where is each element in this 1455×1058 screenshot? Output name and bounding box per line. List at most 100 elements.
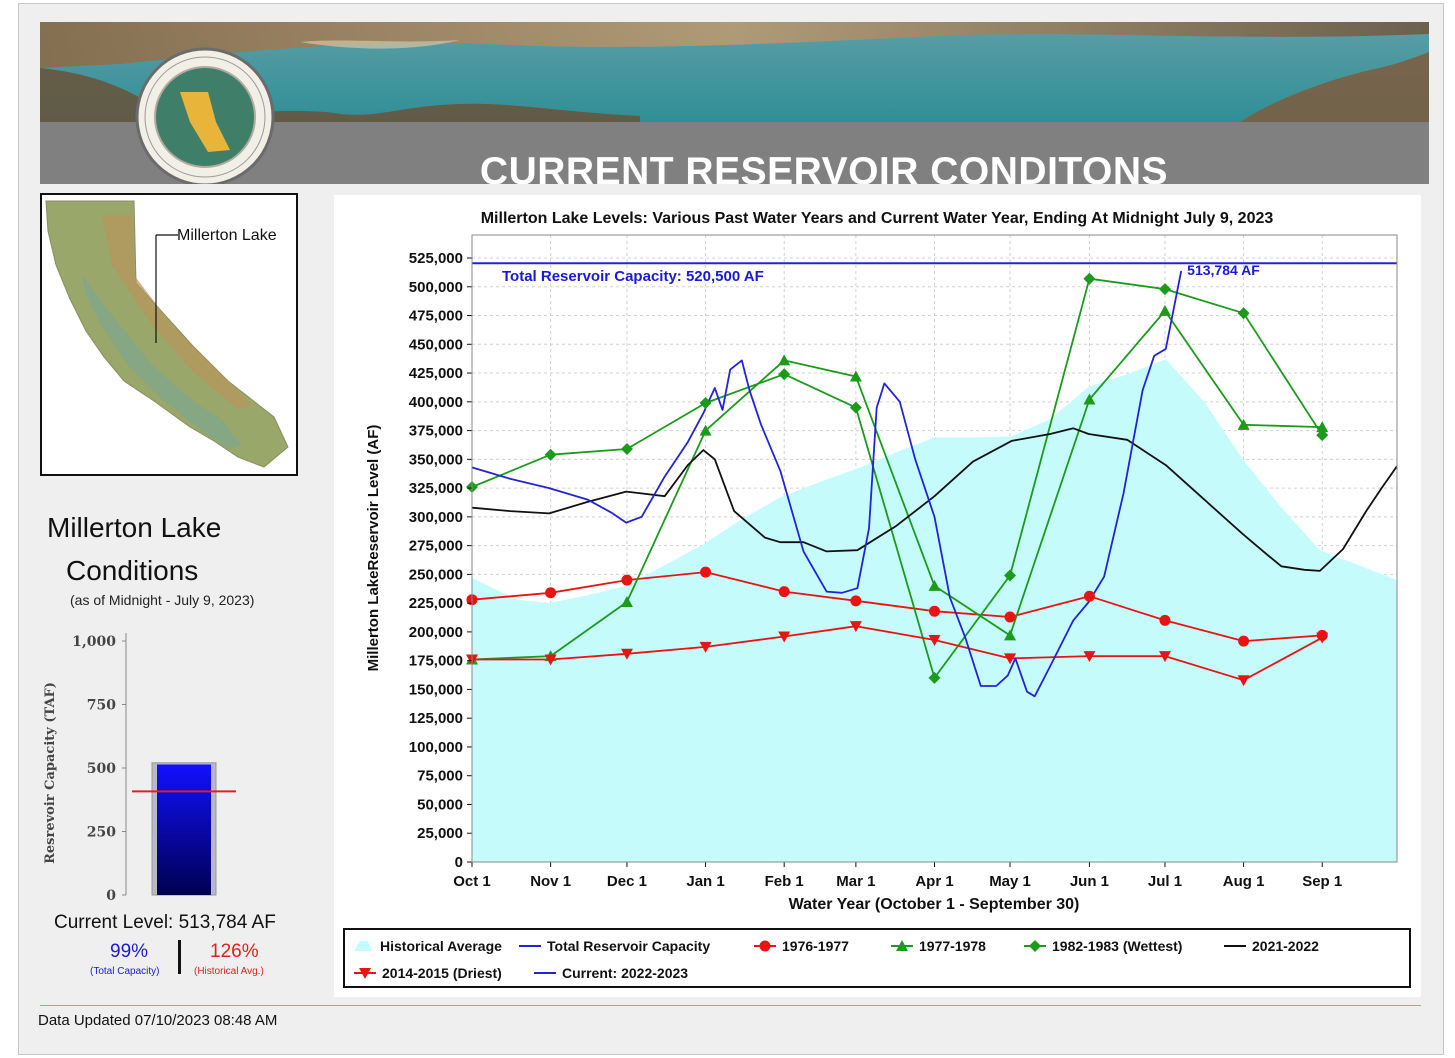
conditions-title-line1: Millerton Lake bbox=[47, 512, 222, 543]
x-tick-label: Feb 1 bbox=[765, 873, 804, 890]
series-line-current-2022-2023 bbox=[472, 270, 1183, 698]
series-marker-1982-1983-wettest bbox=[620, 442, 633, 455]
gauge-y-axis-label: Resrevoir Capacity (TAF) bbox=[43, 682, 58, 864]
y-tick-label: 500,000 bbox=[409, 279, 463, 296]
series-marker-1977-1978 bbox=[928, 579, 941, 591]
series-marker-1982-1983-wettest bbox=[778, 368, 791, 381]
series-marker-2014-2015-driest bbox=[620, 648, 633, 660]
series-marker-2014-2015-driest bbox=[928, 634, 941, 646]
y-tick-label: 100,000 bbox=[409, 739, 463, 756]
y-tick-label: 525,000 bbox=[409, 250, 463, 267]
gauge-tick-label: 1,000 bbox=[72, 634, 116, 650]
y-tick-label: 0 bbox=[455, 854, 463, 871]
y-tick-label: 75,000 bbox=[417, 768, 463, 785]
y-tick-label: 275,000 bbox=[409, 538, 463, 555]
legend-label-total-reservoir-capacity: Total Reservoir Capacity bbox=[547, 938, 710, 954]
series-marker-2014-2015-driest bbox=[849, 621, 862, 633]
y-tick-label: 450,000 bbox=[409, 336, 463, 353]
series-marker-1977-1978 bbox=[1004, 629, 1017, 641]
x-tick-label: May 1 bbox=[989, 873, 1031, 890]
y-tick-label: 475,000 bbox=[409, 308, 463, 325]
series-marker-1976-1977 bbox=[929, 605, 940, 617]
california-map bbox=[40, 193, 298, 476]
y-tick-label: 300,000 bbox=[409, 509, 463, 526]
lake-landscape-image bbox=[40, 22, 1429, 184]
y-axis-label: Millerton LakeReservoir Level (AF) bbox=[365, 425, 382, 672]
capacity-annotation: Total Reservoir Capacity: 520,500 AF bbox=[502, 268, 764, 285]
x-tick-label: Nov 1 bbox=[530, 873, 571, 890]
header-banner: CURRENT RESERVOIR CONDITONS bbox=[40, 22, 1429, 184]
series-marker-1982-1983-wettest bbox=[928, 671, 941, 684]
capacity-gauge: 0 250 500 750 1,000 Resrevoir Capacity (TAF) bbox=[43, 633, 236, 904]
legend-label-1976-1977: 1976-1977 bbox=[782, 938, 849, 954]
x-tick-label: Jul 1 bbox=[1148, 873, 1182, 890]
legend-marker-2014-2015-driest bbox=[359, 968, 371, 979]
series-marker-2014-2015-driest bbox=[699, 641, 712, 653]
chart-title: Millerton Lake Levels: Various Past Wate… bbox=[481, 210, 1274, 227]
series-marker-2014-2015-driest bbox=[1004, 653, 1017, 665]
conditions-as-of: (as of Midnight - July 9, 2023) bbox=[70, 592, 255, 608]
x-tick-label: Oct 1 bbox=[453, 873, 491, 890]
series-marker-1982-1983-wettest bbox=[849, 401, 862, 414]
y-tick-label: 150,000 bbox=[409, 681, 463, 698]
percent-of-capacity: 99% bbox=[110, 941, 149, 962]
gauge-tick-label: 750 bbox=[87, 698, 116, 714]
series-marker-2014-2015-driest bbox=[1158, 651, 1171, 663]
current-value-annotation: 513,784 AF bbox=[1187, 262, 1260, 278]
x-axis-label: Water Year (October 1 - September 30) bbox=[789, 896, 1080, 913]
y-tick-label: 25,000 bbox=[417, 825, 463, 842]
series-marker-1976-1977 bbox=[1083, 590, 1095, 602]
gauge-tick-label: 250 bbox=[87, 825, 116, 841]
legend-label-2014-2015-driest: 2014-2015 (Driest) bbox=[382, 965, 502, 981]
y-tick-label: 400,000 bbox=[409, 394, 463, 411]
series-line-1977-1978 bbox=[472, 310, 1323, 661]
series-line-2021-2022 bbox=[472, 427, 1397, 572]
x-tick-label: Dec 1 bbox=[607, 873, 647, 890]
legend-label-1982-1983-wettest: 1982-1983 (Wettest) bbox=[1052, 938, 1182, 954]
current-level-text: Current Level: 513,784 AF bbox=[54, 912, 276, 933]
y-tick-label: 200,000 bbox=[409, 624, 463, 641]
y-tick-label: 250,000 bbox=[409, 566, 463, 583]
banner-title: CURRENT RESERVOIR CONDITONS bbox=[479, 150, 1169, 184]
dwr-seal-icon bbox=[135, 47, 275, 184]
series-marker-1977-1978 bbox=[1316, 421, 1329, 433]
x-tick-label: Sep 1 bbox=[1302, 873, 1342, 890]
percent-of-capacity-label: (Total Capacity) bbox=[90, 966, 160, 977]
plot-frame bbox=[471, 234, 1398, 863]
series-line-1982-1983-wettest bbox=[472, 277, 1323, 679]
series-marker-1977-1978 bbox=[1158, 304, 1171, 316]
x-tick-label: Jan 1 bbox=[686, 873, 724, 890]
series-marker-1976-1977 bbox=[621, 574, 633, 586]
california-relief-map-image bbox=[42, 195, 296, 474]
footer-divider bbox=[40, 1005, 1421, 1006]
y-tick-label: 50,000 bbox=[417, 796, 463, 813]
x-tick-label: Aug 1 bbox=[1223, 873, 1265, 890]
series-marker-1976-1977 bbox=[850, 595, 862, 607]
series-line-2014-2015-driest bbox=[472, 625, 1323, 682]
x-tick-label: Apr 1 bbox=[915, 873, 953, 890]
series-marker-1982-1983-wettest bbox=[1237, 307, 1250, 320]
percent-of-historical-average: 126% bbox=[210, 941, 259, 962]
y-tick-label: 325,000 bbox=[409, 480, 463, 497]
y-tick-label: 175,000 bbox=[409, 653, 463, 670]
series-marker-1982-1983-wettest bbox=[1083, 272, 1096, 285]
percent-of-historical-average-label: (Historical Avg.) bbox=[194, 966, 264, 977]
x-tick-label: Jun 1 bbox=[1070, 873, 1109, 890]
series-marker-1976-1977 bbox=[1238, 635, 1250, 647]
percent-separator bbox=[178, 940, 181, 974]
map-label-millerton: Millerton Lake bbox=[177, 227, 277, 244]
y-tick-label: 375,000 bbox=[409, 423, 463, 440]
legend-swatch-historical-average bbox=[354, 941, 372, 951]
legend-marker-1977-1978 bbox=[896, 940, 908, 951]
x-tick-label: Mar 1 bbox=[836, 873, 875, 890]
y-tick-label: 350,000 bbox=[409, 451, 463, 468]
legend-marker-1976-1977 bbox=[759, 940, 771, 952]
series-marker-1977-1978 bbox=[849, 370, 862, 382]
chart-legend: Historical Average Total Reservoir Capaci… bbox=[343, 928, 1411, 988]
series-marker-2014-2015-driest bbox=[1237, 675, 1250, 687]
series-marker-1976-1977 bbox=[1004, 611, 1016, 623]
legend-marker-1982-1983-wettest bbox=[1029, 940, 1041, 952]
gauge-current-level-bar bbox=[157, 764, 211, 895]
series-marker-1977-1978 bbox=[620, 595, 633, 607]
reservoir-levels-chart: Millerton Lake Levels: Various Past Wate… bbox=[343, 210, 1411, 988]
